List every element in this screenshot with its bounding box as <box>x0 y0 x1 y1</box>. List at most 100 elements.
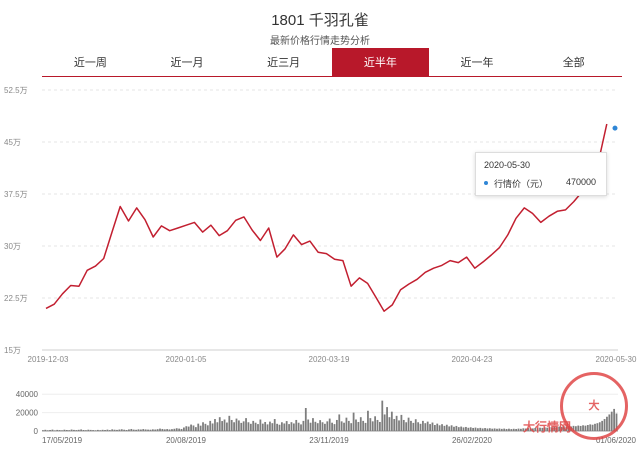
volume-bar <box>338 414 341 431</box>
volume-bar <box>565 426 568 431</box>
volume-bar <box>230 419 233 431</box>
volume-bar <box>321 422 324 431</box>
period-tabs: 近一周 近一月 近三月 近半年 近一年 全部 <box>42 48 623 77</box>
volume-bar <box>450 425 453 431</box>
volume-bar <box>190 424 192 431</box>
volume-bar <box>111 429 114 431</box>
volume-bar <box>560 426 563 431</box>
volume-x-tick-label: 20/08/2019 <box>166 436 207 445</box>
volume-bar <box>422 420 424 431</box>
volume-bar <box>414 419 417 431</box>
volume-bar <box>524 428 527 431</box>
volume-bar <box>343 422 345 431</box>
tooltip-value: 470000 <box>565 177 596 187</box>
volume-bar <box>350 423 353 431</box>
volume-bar <box>226 422 228 431</box>
volume-bar <box>314 421 317 431</box>
volume-bar <box>352 412 355 431</box>
volume-bar <box>335 419 338 431</box>
volume-bar <box>345 417 348 431</box>
volume-bar <box>357 421 360 431</box>
volume-bar <box>555 427 558 431</box>
volume-bar <box>96 429 99 431</box>
volume-bar <box>77 429 80 431</box>
volume-bar <box>89 429 92 431</box>
volume-bar <box>374 416 377 431</box>
y-tick-label: 52.5万 <box>4 86 28 95</box>
volume-bar <box>472 427 474 431</box>
volume-bar <box>266 424 269 431</box>
volume-bar <box>462 427 465 431</box>
tab-year[interactable]: 近一年 <box>428 48 526 76</box>
volume-bar <box>290 422 293 431</box>
volume-bar <box>159 428 161 431</box>
volume-bar <box>474 427 477 431</box>
volume-bar <box>199 425 202 431</box>
tab-three-months[interactable]: 近三月 <box>235 48 333 76</box>
volume-x-tick-label: 26/02/2020 <box>452 436 493 445</box>
volume-bar <box>436 423 439 431</box>
volume-bar <box>417 422 420 431</box>
volume-bar <box>386 407 388 431</box>
x-tick-label: 2019-12-03 <box>28 355 69 364</box>
volume-bar <box>443 425 446 431</box>
volume-bar <box>61 430 63 431</box>
last-data-point <box>612 125 618 131</box>
volume-bar <box>312 418 314 431</box>
volume-bar <box>235 418 238 431</box>
volume-bar <box>429 424 431 431</box>
tab-half-year[interactable]: 近半年 <box>332 48 429 76</box>
tab-month[interactable]: 近一月 <box>138 48 236 76</box>
volume-bar <box>364 422 367 431</box>
tab-all[interactable]: 全部 <box>525 48 623 76</box>
volume-bar <box>171 429 173 431</box>
volume-bar <box>80 429 83 431</box>
volume-bar <box>206 425 209 431</box>
volume-bar <box>441 424 443 431</box>
volume-bar <box>278 424 281 431</box>
volume-bar <box>465 426 467 431</box>
volume-bar <box>419 423 422 431</box>
y-tick-label: 22.5万 <box>4 294 28 303</box>
volume-bar <box>63 429 66 431</box>
volume-bar <box>460 426 463 431</box>
volume-bar <box>309 422 312 431</box>
page-subtitle: 最新价格行情走势分析 <box>270 36 370 47</box>
volume-bar <box>161 428 164 431</box>
volume-bar <box>139 429 142 431</box>
y-tick-label: 15万 <box>4 346 21 355</box>
volume-bar <box>85 430 87 431</box>
volume-bar <box>180 428 183 431</box>
volume-y-tick-label: 0 <box>34 427 39 436</box>
volume-bar <box>393 419 396 431</box>
volume-y-tick-label: 20000 <box>16 409 39 418</box>
watermark-text: 大行情网 <box>523 420 572 434</box>
volume-bar <box>558 426 561 431</box>
volume-bar <box>82 429 85 431</box>
volume-bar <box>204 423 207 431</box>
volume-bar <box>94 430 97 431</box>
volume-bar <box>469 427 472 431</box>
volume-bar <box>376 419 379 431</box>
volume-bar <box>355 419 357 431</box>
volume-bar <box>218 417 221 431</box>
volume-bar <box>113 429 116 431</box>
volume-bar <box>515 428 518 431</box>
volume-bar <box>371 421 374 431</box>
volume-bar <box>496 428 498 431</box>
volume-bar <box>362 420 365 431</box>
volume-bar <box>223 419 226 431</box>
volume-bar <box>383 414 386 431</box>
volume-bar <box>529 428 532 431</box>
volume-bar <box>400 414 403 431</box>
volume-bar <box>261 423 264 431</box>
volume-bar <box>367 410 369 431</box>
volume-bar <box>247 422 250 431</box>
volume-bar <box>433 425 436 431</box>
volume-x-tick-label: 17/05/2019 <box>42 436 83 445</box>
volume-bar <box>479 427 482 431</box>
tooltip-date: 2020-05-30 <box>484 160 531 170</box>
volume-bar <box>381 400 384 431</box>
tab-week[interactable]: 近一周 <box>42 48 139 76</box>
volume-bar <box>285 421 288 431</box>
